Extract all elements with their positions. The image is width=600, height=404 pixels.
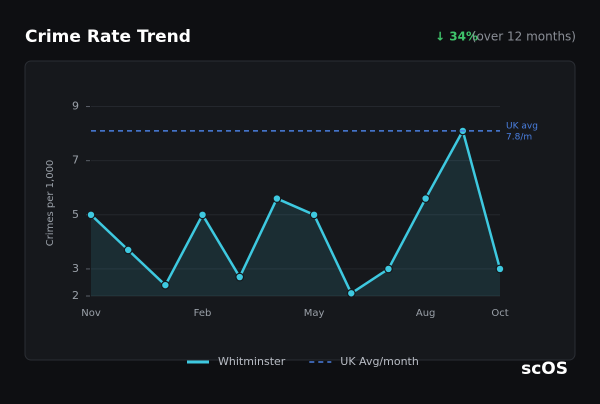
chart-title: Crime Rate Trend [25, 27, 191, 47]
point [123, 245, 133, 255]
point [421, 194, 431, 203]
point [309, 210, 319, 220]
y-axis-label: Crimes per 1,000 [45, 160, 56, 247]
x-tick-label: Nov [81, 308, 101, 319]
x-tick-label: Feb [194, 308, 212, 319]
area [91, 130, 500, 296]
y-tick-label: 2 [72, 289, 79, 302]
legend-label: Whitminster [218, 355, 286, 368]
change: ↓ 34% [435, 30, 478, 44]
point [495, 264, 505, 274]
x-tick-label: Oct [491, 308, 508, 319]
point [384, 264, 393, 274]
y-tick-label: 3 [72, 262, 79, 275]
line [90, 129, 502, 295]
y-tick-label: 5 [72, 208, 79, 221]
y-tick-label: 9 [72, 100, 79, 113]
point [272, 194, 282, 203]
reference-label: UK avg [506, 121, 538, 131]
y-tick-label: 7 [72, 154, 79, 167]
point [160, 280, 170, 290]
point [235, 272, 245, 282]
change-note: (over 12 months) [472, 30, 576, 44]
point [86, 210, 96, 220]
legend-label: UK Avg/month [340, 355, 419, 368]
brand: scOS [521, 359, 568, 379]
reference-label: 7.8/m [506, 132, 532, 142]
point [346, 288, 356, 298]
point [198, 210, 207, 220]
x-tick-label: May [304, 308, 325, 319]
x-tick-label: Aug [416, 308, 436, 319]
